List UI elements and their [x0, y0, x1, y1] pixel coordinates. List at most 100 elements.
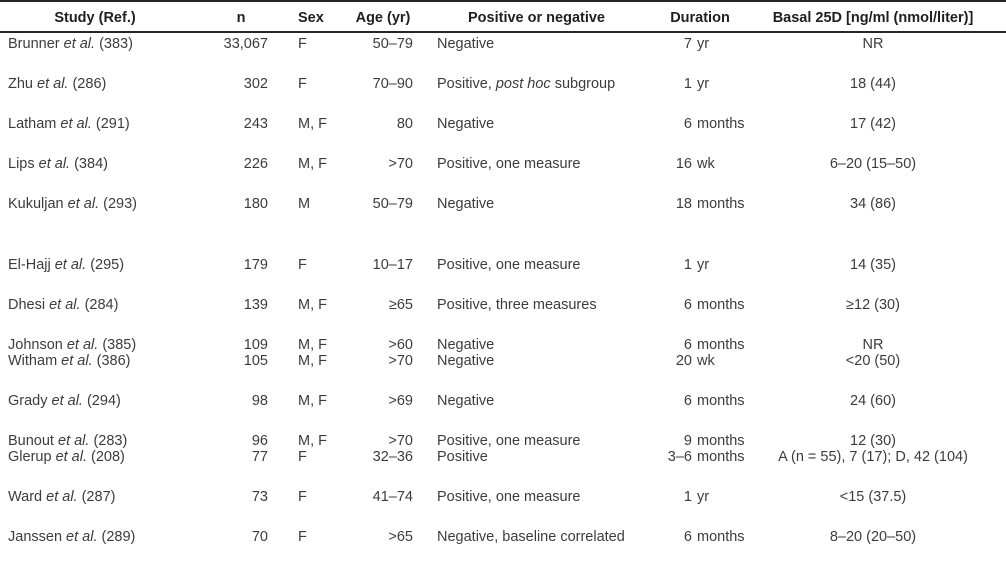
study-name: Brunner [8, 36, 64, 52]
study-name: Latham [8, 116, 61, 132]
study-table: Study (Ref.) n Sex Age (yr) Positive or … [0, 0, 1006, 545]
age-cell: 80 [396, 116, 413, 132]
sex-cell: F [298, 76, 307, 92]
table-row: Grady et al. (294) 98 M, F >69 Negative … [0, 393, 1006, 409]
result-text: Positive, one measure [437, 156, 581, 172]
study-cell: Ward et al. (287) [0, 489, 190, 505]
study-cell: Witham et al. (386) [0, 353, 190, 369]
study-name: Kukuljan [8, 196, 68, 212]
sex-cell: M, F [298, 433, 327, 449]
study-etal: et al. [66, 529, 98, 545]
table-row: Bunout et al. (283) 96 M, F >70 Positive… [0, 433, 1006, 449]
age-cell: >60 [388, 337, 413, 353]
result-text: Negative [437, 393, 495, 409]
study-ref: (384) [70, 156, 108, 172]
table-row: Dhesi et al. (284) 139 M, F ≥65 Positive… [0, 297, 1006, 313]
study-name: Zhu [8, 76, 38, 92]
duration-number: 1 [683, 257, 692, 273]
study-cell: Bunout et al. (283) [0, 433, 190, 449]
result-text: Negative [437, 116, 495, 132]
study-cell: Grady et al. (294) [0, 393, 190, 409]
sex-cell: M, F [298, 156, 327, 172]
study-ref: (295) [86, 257, 125, 273]
table-row: Glerup et al. (208) 77 F 32–36 Positive … [0, 449, 1006, 465]
duration-unit: months [697, 393, 745, 409]
study-name: Dhesi [8, 297, 50, 313]
duration-unit: months [697, 196, 745, 212]
study-etal: et al. [54, 257, 87, 273]
result-text: Negative [437, 36, 495, 52]
age-cell: >70 [388, 433, 413, 449]
study-name: Ward [8, 489, 47, 505]
n-cell: 73 [251, 489, 268, 505]
table-row: El-Hajj et al. (295) 179 F 10–17 Positiv… [0, 257, 1006, 273]
result-cell: Negative [413, 337, 660, 353]
duration-number: 6 [683, 116, 692, 132]
basal-cell: NR [862, 337, 884, 353]
result-text: Negative, baseline correlated [437, 529, 625, 545]
study-etal: et al. [37, 76, 69, 92]
study-etal: et al. [58, 433, 90, 449]
table-row: Ward et al. (287) 73 F 41–74 Positive, o… [0, 489, 1006, 505]
study-name: Janssen [8, 529, 67, 545]
duration-number: 16 [675, 156, 692, 172]
study-etal: et al. [49, 297, 81, 313]
basal-cell: A (n = 55), 7 (17); D, 42 (104) [778, 449, 968, 465]
sex-cell: F [298, 257, 307, 273]
table-row: Brunner et al. (383) 33,067 F 50–79 Nega… [0, 36, 1006, 52]
duration-number: 7 [683, 36, 692, 52]
study-cell: Brunner et al. (383) [0, 36, 190, 52]
result-cell: Positive, one measure [413, 433, 660, 449]
n-cell: 109 [243, 337, 268, 353]
sex-cell: F [298, 529, 307, 545]
study-etal: et al. [63, 36, 96, 52]
table-row: Johnson et al. (385) 109 M, F >60 Negati… [0, 337, 1006, 353]
duration-unit: months [697, 449, 745, 465]
basal-cell: 18 (44) [850, 76, 896, 92]
study-cell: Kukuljan et al. (293) [0, 196, 190, 212]
basal-cell: 14 (35) [850, 257, 896, 273]
duration-unit: yr [697, 489, 710, 505]
result-cell: Negative [413, 116, 660, 132]
basal-cell: NR [862, 36, 884, 52]
result-cell: Positive, one measure [413, 257, 660, 273]
result-text: Negative [437, 337, 495, 353]
duration-number: 9 [683, 433, 692, 449]
study-cell: Lips et al. (384) [0, 156, 190, 172]
n-cell: 302 [243, 76, 268, 92]
sex-cell: F [298, 36, 307, 52]
study-cell: Janssen et al. (289) [0, 529, 190, 545]
duration-number: 18 [675, 196, 692, 212]
age-cell: 50–79 [372, 196, 413, 212]
result-italic-text: post hoc [495, 76, 551, 92]
duration-number: 20 [675, 353, 692, 369]
study-ref: (284) [80, 297, 119, 313]
duration-cell: 1 yr [660, 76, 740, 92]
duration-cell: 7 yr [660, 36, 740, 52]
study-etal: et al. [55, 449, 87, 465]
study-etal: et al. [46, 489, 78, 505]
duration-number: 3–6 [667, 449, 692, 465]
duration-unit: months [697, 297, 745, 313]
sex-cell: F [298, 449, 307, 465]
col-header-age: Age (yr) [355, 10, 411, 26]
age-cell: 10–17 [372, 257, 413, 273]
result-text: Positive, one measure [437, 433, 581, 449]
age-cell: 32–36 [372, 449, 413, 465]
study-ref: (283) [89, 433, 128, 449]
study-ref: (293) [99, 196, 137, 212]
result-text: Positive, one measure [437, 489, 581, 505]
basal-cell: 17 (42) [850, 116, 896, 132]
study-name: Glerup [8, 449, 56, 465]
duration-number: 6 [683, 529, 692, 545]
study-etal: et al. [66, 337, 99, 353]
study-etal: et al. [60, 116, 92, 132]
n-cell: 33,067 [223, 36, 268, 52]
sex-cell: M, F [298, 337, 327, 353]
col-header-result: Positive or negative [468, 10, 605, 26]
study-cell: Zhu et al. (286) [0, 76, 190, 92]
study-name: El-Hajj [8, 257, 55, 273]
result-text: Positive, [437, 76, 496, 92]
result-cell: Negative [413, 353, 660, 369]
study-name: Witham [8, 353, 62, 369]
